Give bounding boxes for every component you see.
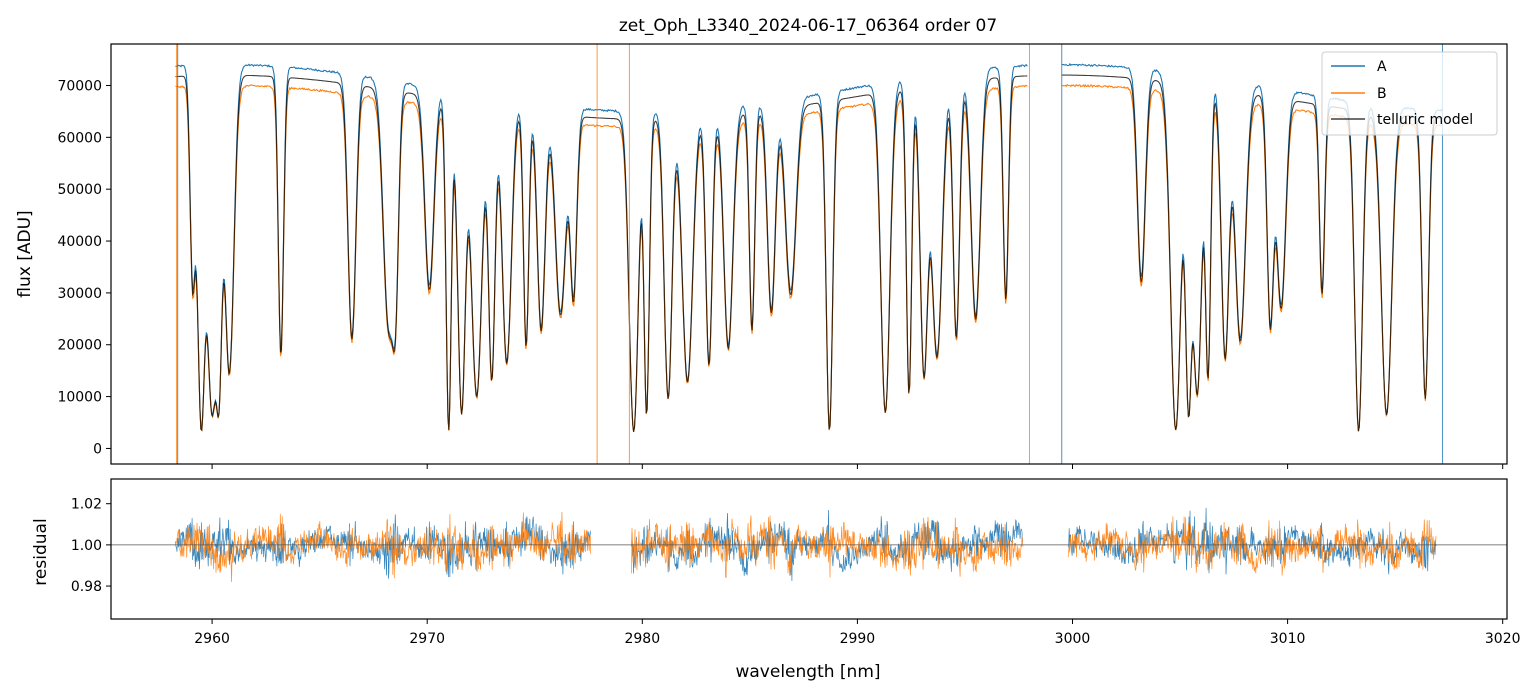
residual-y-tick-label: 0.98 — [71, 579, 102, 595]
flux-panel-series — [175, 44, 1443, 464]
flux-y-tick-label: 40000 — [57, 234, 102, 250]
legend: A B telluric model — [1321, 51, 1498, 136]
x-axis-label: wavelength [nm] — [735, 662, 880, 682]
flux-series-telluric-model — [175, 74, 1443, 432]
x-tick-label: 3000 — [1055, 631, 1091, 647]
residual-y-axis-label: residual — [31, 518, 51, 585]
legend-label-a: A — [1377, 59, 1387, 75]
x-tick-label: 3020 — [1485, 631, 1521, 647]
legend-label-model: telluric model — [1377, 112, 1473, 128]
flux-y-tick-label: 50000 — [57, 182, 102, 198]
flux-panel-frame — [110, 43, 1508, 465]
x-tick-label: 3010 — [1270, 631, 1306, 647]
legend-label-b: B — [1377, 86, 1387, 102]
legend-box — [1321, 51, 1498, 136]
flux-y-tick-label: 70000 — [57, 78, 102, 94]
flux-y-tick-label: 60000 — [57, 130, 102, 146]
flux-y-tick-label: 20000 — [57, 338, 102, 354]
flux-x-axis-ticks — [211, 464, 1504, 469]
chart-title: zet_Oph_L3340_2024-06-17_06364 order 07 — [619, 16, 997, 36]
residual-y-tick-label: 1.00 — [71, 538, 102, 554]
residual-panel-frame — [110, 478, 1508, 620]
x-tick-label: 2990 — [840, 631, 876, 647]
x-tick-label: 2980 — [624, 631, 660, 647]
residual-y-axis: 0.98 1.00 1.02 — [71, 497, 111, 595]
flux-y-tick-label: 30000 — [57, 286, 102, 302]
flux-y-tick-label: 10000 — [57, 390, 102, 406]
flux-y-axis-label: flux [ADU] — [15, 210, 35, 297]
x-tick-label: 2970 — [409, 631, 445, 647]
x-tick-label: 2960 — [194, 631, 230, 647]
flux-y-axis: 0 10000 20000 30000 40000 50000 60000 70000 — [57, 78, 111, 457]
residual-panel-series — [111, 507, 1507, 583]
residual-x-axis: 2960 2970 2980 2990 3000 3010 3020 — [194, 619, 1521, 647]
residual-y-tick-label: 1.02 — [71, 497, 102, 513]
flux-y-tick-label: 0 — [93, 441, 102, 457]
